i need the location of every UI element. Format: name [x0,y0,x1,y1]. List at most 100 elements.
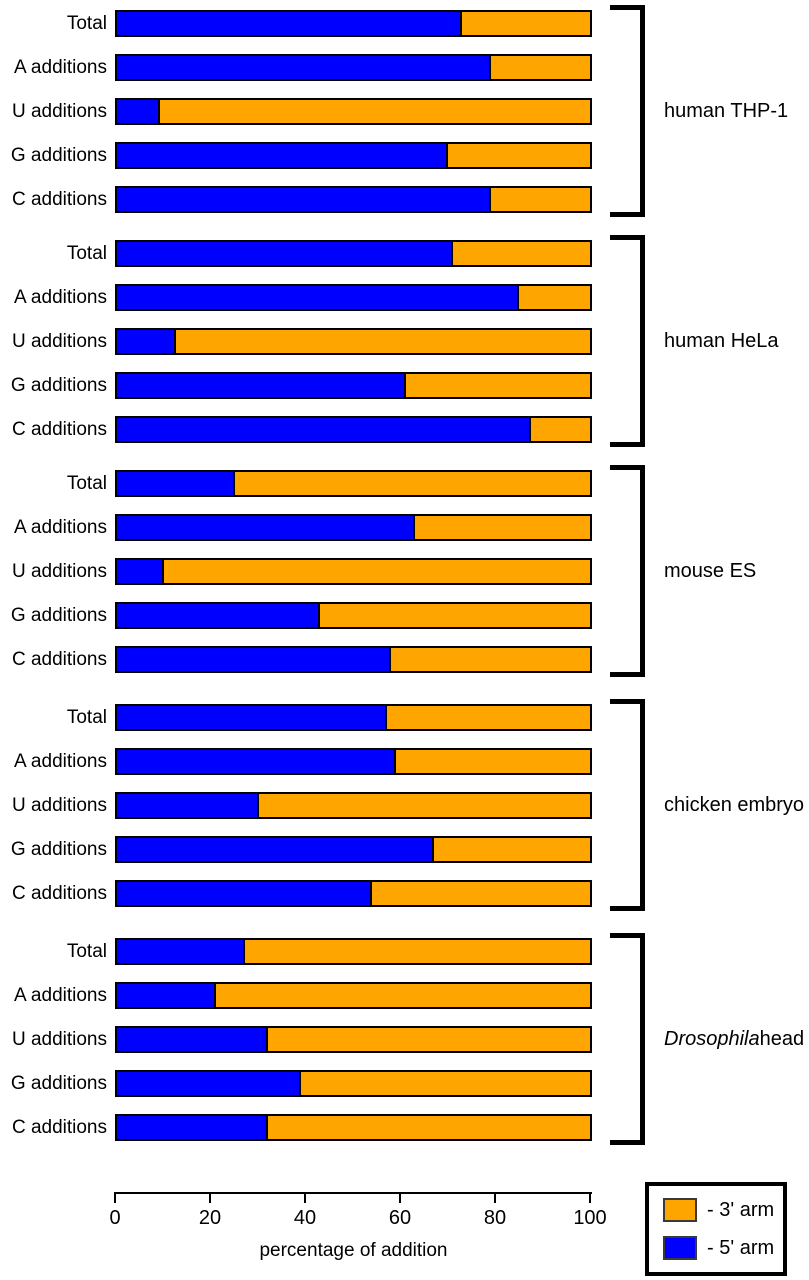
stacked-bar [115,284,592,311]
group-label-italic-part: Drosophila [664,1027,760,1050]
x-axis-tick-label: 0 [109,1207,121,1229]
group-bracket [610,699,645,911]
bar-row: U additions [0,1026,592,1053]
stacked-bar [115,470,592,497]
bar-segment-3prime-arm [268,1116,590,1139]
legend-swatch-3prime-icon [663,1198,697,1222]
bar-segment-5prime-arm [117,242,453,265]
bar-segment-3prime-arm [216,984,590,1007]
bar-row: U additions [0,558,592,585]
stacked-bar [115,880,592,907]
x-axis-tick-label: 40 [293,1207,317,1229]
bar-segment-5prime-arm [117,472,236,495]
row-label: G additions [10,1073,107,1094]
bar-segment-5prime-arm [117,1028,269,1051]
bar-segment-3prime-arm [396,750,590,773]
bar-row: Total [0,470,592,497]
legend-swatch-5prime-icon [663,1236,697,1260]
stacked-bar [115,98,592,125]
group-label-text-part: head [759,1027,805,1050]
stacked-bar [115,792,592,819]
bar-row: G additions [0,602,592,629]
row-label: A additions [14,287,107,308]
row-label: A additions [14,57,107,78]
bar-segment-5prime-arm [117,56,491,79]
bar-segment-3prime-arm [176,330,590,353]
stacked-bar [115,10,592,37]
x-axis-tick [589,1192,591,1203]
bar-segment-3prime-arm [433,838,590,861]
bar-segment-5prime-arm [117,794,259,817]
row-label: C additions [11,419,107,440]
bar-segment-3prime-arm [372,882,590,905]
x-axis-tick [399,1192,401,1203]
bar-segment-3prime-arm [490,188,590,211]
x-axis-tick [494,1192,496,1203]
bar-segment-3prime-arm [414,516,590,539]
bar-row: A additions [0,514,592,541]
row-label: G additions [10,145,107,166]
row-label: Total [66,13,107,34]
bar-segment-3prime-arm [386,706,590,729]
bar-segment-5prime-arm [117,374,406,397]
group-label-text-part: mouse ES [664,559,757,582]
bar-row: C additions [0,186,592,213]
stacked-bar [115,704,592,731]
bar-segment-5prime-arm [117,12,463,35]
group-label-text-part: human HeLa [664,329,779,352]
group-label: human HeLa [664,240,809,442]
bar-segment-5prime-arm [117,1116,269,1139]
stacked-bar [115,142,592,169]
x-axis-line [115,1192,592,1194]
row-label: G additions [10,839,107,860]
stacked-bar [115,416,592,443]
stacked-bar [115,982,592,1009]
bar-row: Total [0,240,592,267]
bar-segment-5prime-arm [117,940,245,963]
bar-segment-3prime-arm [462,12,590,35]
bar-segment-3prime-arm [452,242,590,265]
bar-row: Total [0,938,592,965]
stacked-bar [115,240,592,267]
group-bracket [610,465,645,677]
row-label: C additions [11,649,107,670]
bar-row: G additions [0,1070,592,1097]
bar-row: C additions [0,880,592,907]
stacked-bar [115,1026,592,1053]
stacked-bar [115,186,592,213]
bar-segment-5prime-arm [117,516,415,539]
row-label: U additions [11,101,107,122]
bar-segment-3prime-arm [530,418,590,441]
bar-segment-3prime-arm [391,648,590,671]
group-bracket [610,933,645,1145]
legend-label-3prime-arm: - 3' arm [707,1198,775,1221]
bar-segment-5prime-arm [117,188,491,211]
row-label: A additions [14,751,107,772]
row-label: U additions [11,331,107,352]
bar-segment-5prime-arm [117,706,387,729]
bar-segment-5prime-arm [117,418,531,441]
bar-row: Total [0,10,592,37]
bar-row: G additions [0,372,592,399]
row-label: Total [66,243,107,264]
bar-segment-3prime-arm [268,1028,590,1051]
stacked-bar [115,372,592,399]
stacked-bar [115,836,592,863]
bar-segment-3prime-arm [320,604,590,627]
group-label-text-part: human THP-1 [664,99,789,122]
x-axis-tick [304,1192,306,1203]
x-axis-tick-label: 100 [573,1207,607,1229]
row-label: Total [66,941,107,962]
bar-segment-5prime-arm [117,604,321,627]
x-axis-tick-label: 20 [198,1207,222,1229]
bar-segment-5prime-arm [117,882,373,905]
bar-segment-3prime-arm [405,374,590,397]
stacked-bar [115,748,592,775]
row-label: U additions [11,561,107,582]
x-axis-tick-label: 80 [483,1207,507,1229]
group-label-text-part: chicken embryo [664,793,805,816]
bar-segment-3prime-arm [159,100,590,123]
bar-segment-5prime-arm [117,984,217,1007]
row-label: C additions [11,189,107,210]
